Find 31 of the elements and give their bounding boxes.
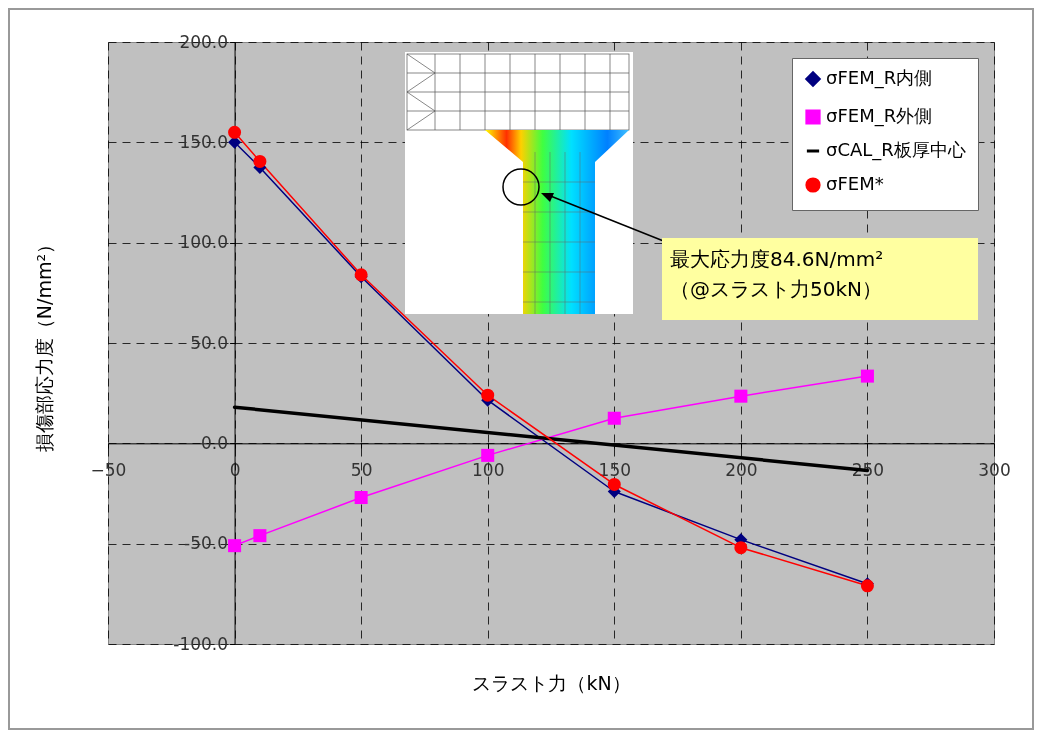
point [253, 154, 267, 168]
x-tick-label: 50 [350, 459, 373, 480]
x-tick-label: 200 [725, 459, 758, 480]
y-tick-label: -50.0 [184, 533, 229, 554]
x-tick-label: −50 [90, 459, 127, 480]
point [228, 539, 242, 553]
y-axis-title: 損傷部応力度（N/mm²） [33, 234, 56, 453]
y-tick-label: 150.0 [179, 131, 229, 152]
x-tick-label: 300 [978, 459, 1011, 480]
point [481, 388, 495, 402]
point [607, 477, 621, 491]
point [860, 369, 874, 383]
point [481, 448, 495, 462]
point [607, 411, 621, 425]
point [734, 541, 748, 555]
point [354, 490, 368, 505]
x-tick-label: 250 [851, 459, 885, 480]
legend-label: σFEM_R内側 [826, 67, 933, 89]
x-tick-label: 150 [598, 459, 632, 480]
point [228, 125, 242, 139]
y-tick-label: 50.0 [190, 332, 229, 353]
x-axis-title: スラスト力（kN） [472, 671, 631, 694]
callout-box: 最大応力度84.6N/mm² （@スラスト力50kN） [662, 238, 978, 320]
y-tick-label: 100.0 [179, 232, 229, 253]
point [253, 529, 267, 543]
legend-label: σFEM* [826, 173, 884, 194]
legend-label: σFEM_R外側 [826, 105, 933, 127]
x-tick-label: 100 [471, 459, 505, 480]
point [734, 389, 748, 403]
legend-label: σCAL_R板厚中心 [826, 139, 966, 161]
annotation: 最大応力度84.6N/mm² （@スラスト力50kN） [670, 246, 885, 303]
